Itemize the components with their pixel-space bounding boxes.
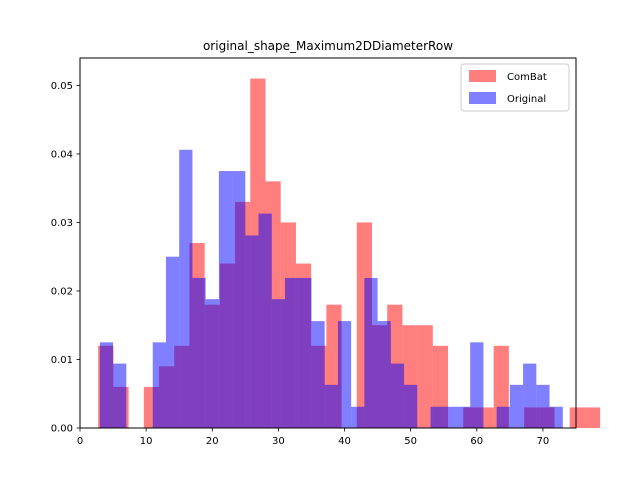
- x-tick-label: 50: [404, 436, 417, 447]
- series-original-bars: [99, 149, 563, 428]
- legend-label-original: Original: [507, 94, 546, 105]
- legend-swatch-original: [469, 92, 496, 104]
- histogram-bar-original: [390, 363, 405, 428]
- chart-title: original_shape_Maximum2DDiameterRow: [203, 39, 453, 53]
- histogram-bar-combat: [417, 325, 433, 428]
- histogram-bar-original: [285, 277, 299, 428]
- histogram-bar-original: [470, 342, 484, 428]
- legend-label-combat: ComBat: [507, 72, 547, 83]
- histogram-bar-original: [311, 321, 325, 428]
- histogram-bar-original: [232, 171, 246, 428]
- histogram-bar-original: [430, 406, 444, 428]
- y-tick-label: 0.02: [51, 286, 73, 297]
- y-tick-label: 0.03: [51, 218, 73, 229]
- histogram-bar-original: [99, 342, 114, 428]
- histogram-bar-original: [377, 321, 391, 428]
- histogram-bar-original: [258, 213, 272, 428]
- y-tick-label: 0.04: [51, 149, 73, 160]
- histogram-bar-original: [443, 406, 457, 428]
- histogram-bar-original: [364, 277, 378, 428]
- y-tick-label: 0.00: [51, 424, 73, 435]
- x-tick-label: 10: [140, 436, 153, 447]
- histogram-bar-original: [324, 384, 338, 428]
- histogram-bar-original: [456, 406, 471, 428]
- histogram-bar-combat: [584, 407, 601, 428]
- x-tick-label: 20: [206, 436, 219, 447]
- x-tick-label: 0: [77, 436, 83, 447]
- histogram-bar-original: [218, 171, 233, 428]
- histogram-bar-original: [165, 256, 180, 428]
- histogram-bar-original: [271, 299, 286, 428]
- histogram-bar-original: [298, 277, 312, 428]
- y-tick-label: 0.01: [51, 355, 73, 366]
- histogram-bars: [98, 78, 601, 428]
- histogram-bar-original: [549, 406, 563, 428]
- histogram-bar-original: [152, 342, 166, 428]
- histogram-bar-original: [536, 384, 550, 428]
- x-tick-label: 60: [470, 436, 483, 447]
- plot-frame: [79, 57, 577, 429]
- histogram-bar-original: [337, 321, 352, 428]
- y-tick-label: 0.05: [51, 81, 73, 92]
- y-axis-ticks: 0.00 0.01 0.02 0.03 0.04 0.05: [51, 81, 80, 435]
- legend: ComBat Original: [460, 63, 570, 112]
- histogram-bar-original: [404, 384, 418, 428]
- histogram-bar-original: [523, 363, 537, 428]
- x-tick-label: 40: [338, 436, 351, 447]
- histogram-bar-combat: [569, 407, 585, 428]
- histogram-bar-original: [113, 363, 127, 428]
- x-axis-ticks: 0 10 20 30 40 50 60 70: [77, 428, 549, 447]
- x-tick-label: 70: [537, 436, 550, 447]
- histogram-bar-original: [245, 235, 259, 428]
- histogram-bar-original: [205, 299, 219, 428]
- histogram-bar-original: [192, 277, 206, 428]
- histogram-bar-original: [496, 406, 510, 428]
- histogram-bar-original: [509, 384, 524, 428]
- histogram-bar-original: [179, 149, 193, 428]
- histogram-bar-original: [351, 406, 365, 428]
- legend-swatch-combat: [469, 70, 496, 82]
- x-tick-label: 30: [272, 436, 285, 447]
